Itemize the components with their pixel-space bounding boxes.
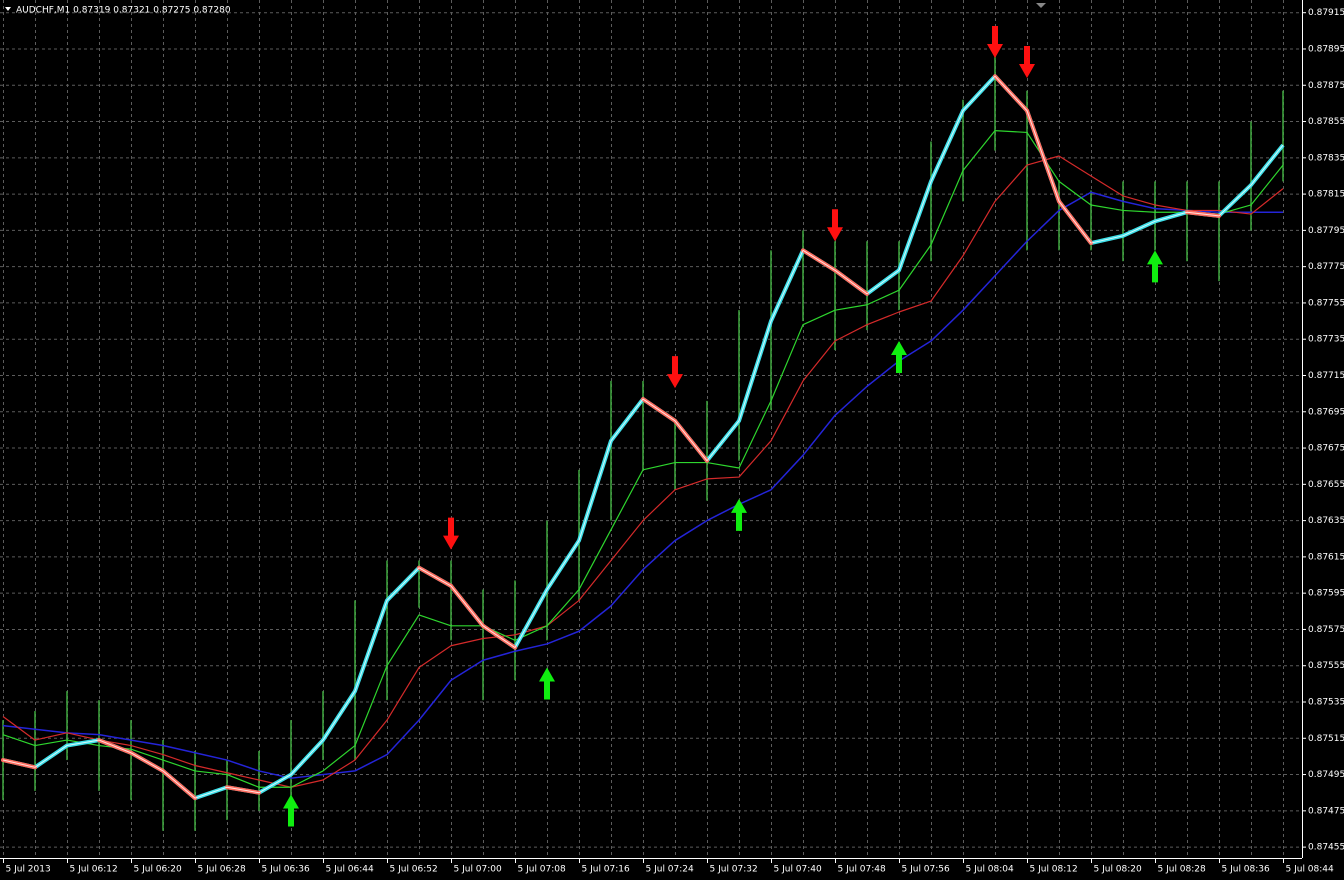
sell-arrow (667, 356, 683, 389)
x-tick-label: 5 Jul 07:48 (838, 865, 887, 875)
buy-arrow (283, 794, 299, 827)
buy-arrow (891, 341, 907, 374)
y-tick-label: 0.87615 (1308, 552, 1344, 562)
x-tick-label: 5 Jul 08:36 (1222, 865, 1271, 875)
x-tick-label: 5 Jul 08:12 (1030, 865, 1078, 875)
y-tick-label: 0.87815 (1308, 190, 1344, 200)
y-tick-label: 0.87875 (1308, 81, 1344, 91)
scroll-marker (1036, 3, 1046, 8)
y-tick-label: 0.87555 (1308, 661, 1344, 671)
menu-triangle[interactable] (5, 7, 11, 11)
y-tick-label: 0.87455 (1308, 843, 1344, 853)
x-tick-label: 5 Jul 07:00 (454, 865, 503, 875)
x-tick-label: 5 Jul 06:20 (134, 865, 183, 875)
x-tick-label: 5 Jul 07:08 (518, 865, 567, 875)
x-tick-label: 5 Jul 06:52 (390, 865, 438, 875)
y-tick-label: 0.87595 (1308, 589, 1344, 599)
y-tick-label: 0.87755 (1308, 298, 1344, 308)
y-tick-label: 0.87675 (1308, 444, 1344, 454)
y-tick-label: 0.87575 (1308, 625, 1344, 635)
x-tick-label: 5 Jul 06:12 (70, 865, 118, 875)
buy-arrow (731, 498, 747, 531)
x-tick-label: 5 Jul 07:24 (646, 865, 695, 875)
y-tick-label: 0.87735 (1308, 335, 1344, 345)
y-tick-label: 0.87655 (1308, 480, 1344, 490)
indicator-line (2, 130, 1284, 788)
y-tick-label: 0.87475 (1308, 806, 1344, 816)
x-tick-label: 5 Jul 08:20 (1094, 865, 1143, 875)
plot-area (0, 0, 1302, 858)
y-tick-label: 0.87635 (1308, 516, 1344, 526)
y-tick-label: 0.87715 (1308, 371, 1344, 381)
y-tick-label: 0.87795 (1308, 226, 1344, 236)
indicator-line (2, 155, 1284, 788)
x-tick-label: 5 Jul 2013 (6, 865, 51, 875)
y-tick-label: 0.87835 (1308, 153, 1344, 163)
y-tick-label: 0.87855 (1308, 117, 1344, 127)
y-tick-label: 0.87895 (1308, 44, 1344, 54)
indicator-line (2, 191, 1283, 779)
chart-title: AUDCHF,M1 0.87319 0.87321 0.87275 0.8728… (16, 6, 231, 16)
x-tick-label: 5 Jul 08:44 (1286, 865, 1335, 875)
x-tick-label: 5 Jul 07:16 (582, 865, 631, 875)
x-tick-label: 5 Jul 07:32 (710, 865, 758, 875)
y-tick-label: 0.87495 (1308, 770, 1344, 780)
sell-arrow (1019, 46, 1035, 78)
y-tick-label: 0.87535 (1308, 698, 1344, 708)
x-tick-label: 5 Jul 07:56 (902, 865, 951, 875)
x-tick-label: 5 Jul 06:44 (326, 865, 375, 875)
buy-arrow (1147, 250, 1163, 283)
x-tick-label: 5 Jul 08:28 (1158, 865, 1207, 875)
buy-arrow (539, 667, 555, 700)
x-tick-label: 5 Jul 08:04 (966, 865, 1015, 875)
x-tick-label: 5 Jul 06:28 (198, 865, 247, 875)
y-tick-label: 0.87515 (1308, 734, 1344, 744)
y-tick-label: 0.87775 (1308, 262, 1344, 272)
line-core (2, 75, 1284, 799)
y-tick-label: 0.87915 (1308, 8, 1344, 18)
sell-arrow (443, 517, 459, 550)
y-tick-label: 0.87695 (1308, 407, 1344, 417)
sell-arrow (987, 26, 1003, 59)
sell-arrow (827, 209, 843, 242)
x-tick-label: 5 Jul 06:36 (262, 865, 311, 875)
x-tick-label: 5 Jul 07:40 (774, 865, 823, 875)
